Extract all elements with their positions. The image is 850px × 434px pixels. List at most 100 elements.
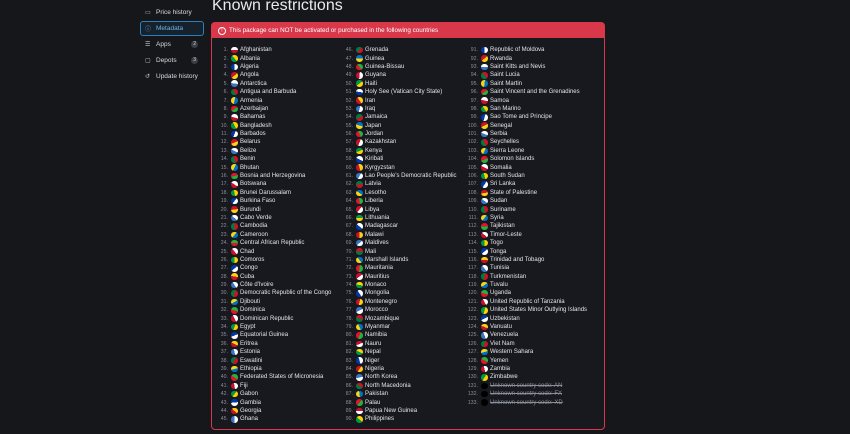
sidebar-item-price-history[interactable]: ▭ Price history <box>140 5 204 20</box>
flag-icon <box>481 399 488 406</box>
flag-icon <box>356 46 363 54</box>
country-name: Afghanistan <box>240 47 272 54</box>
country-name: State of Palestine <box>490 189 538 196</box>
flag-icon <box>356 122 363 129</box>
flag-icon <box>356 416 363 423</box>
flag-icon <box>356 63 363 71</box>
country-name: Burundi <box>240 206 261 213</box>
flag-icon <box>356 130 363 138</box>
country-list-item: 106. South Sudan <box>462 172 525 180</box>
item-number: 54. <box>345 114 353 121</box>
flag-icon <box>481 88 488 96</box>
item-number: 73. <box>345 273 353 280</box>
sidebar-item-update-history[interactable]: ↺ Update history <box>140 69 204 84</box>
flag-icon <box>231 348 238 356</box>
flag-icon <box>481 340 488 348</box>
country-name: Suriname <box>490 206 516 213</box>
country-name: Niger <box>365 357 380 364</box>
flag-icon <box>231 88 238 96</box>
item-number: 130. <box>467 374 478 381</box>
country-list-item: 61. Lao People's Democratic Republic <box>337 172 457 180</box>
flag-icon <box>356 197 363 205</box>
item-number: 21. <box>220 214 228 221</box>
country-list-item: 102. Seychelles <box>462 138 519 146</box>
country-list-item: 33. Dominican Republic <box>212 314 293 322</box>
item-number: 111. <box>468 214 478 221</box>
country-list-item: 132. Unknown country code: FX <box>462 390 562 398</box>
flag-icon <box>356 407 363 415</box>
item-number: 95. <box>470 80 478 87</box>
flag-icon <box>231 80 238 87</box>
flag-icon <box>481 290 488 297</box>
flag-icon <box>231 315 238 322</box>
item-number: 23. <box>220 231 228 238</box>
country-name: North Macedonia <box>365 382 411 389</box>
sidebar-item-label: Depots <box>156 57 177 64</box>
country-name: Georgia <box>240 407 262 414</box>
country-name: Somalia <box>490 164 512 171</box>
flag-icon <box>481 181 488 188</box>
item-number: 67. <box>345 223 353 230</box>
country-list-item: 46. Grenada <box>337 46 388 54</box>
flag-icon <box>356 172 363 180</box>
flag-icon <box>481 390 488 398</box>
country-list-item: 42. Gabon <box>212 390 258 398</box>
sidebar-item-metadata[interactable]: ⓘ Metadata <box>140 21 204 36</box>
country-name: Lesotho <box>365 189 387 196</box>
flag-icon <box>231 97 238 104</box>
flag-icon <box>231 105 238 113</box>
item-number: 28. <box>220 273 228 280</box>
flag-icon <box>481 197 488 205</box>
flag-icon <box>356 248 363 255</box>
item-number: 41. <box>220 382 228 389</box>
flag-icon <box>356 55 363 62</box>
country-name: Iran <box>365 97 376 104</box>
country-list-item: 126. Viet Nam <box>462 340 515 348</box>
country-list-item: 75. Mongolia <box>337 289 389 297</box>
item-number: 36. <box>220 340 228 347</box>
country-name: Democratic Republic of the Congo <box>240 290 332 297</box>
item-number: 99. <box>470 114 478 121</box>
country-list-item: 34. Egypt <box>212 323 255 331</box>
country-name: Senegal <box>490 122 513 129</box>
country-list-item: 62. Latvia <box>337 180 381 188</box>
country-name: Antigua and Barbuda <box>240 89 297 96</box>
country-name: Namibia <box>365 332 388 339</box>
country-name: Armenia <box>240 97 263 104</box>
flag-icon <box>481 206 488 213</box>
sidebar-item-apps[interactable]: ☰ Apps 2 <box>140 37 204 52</box>
country-list-item: 22. Cambodia <box>212 222 267 230</box>
country-name: Palau <box>365 399 381 406</box>
item-number: 101. <box>467 131 478 138</box>
sidebar-item-depots[interactable]: ▢ Depots 3 <box>140 53 204 68</box>
country-name: Sudan <box>490 198 508 205</box>
country-name: Monaco <box>365 282 387 289</box>
country-name: Central African Republic <box>240 240 305 247</box>
country-name: Montenegro <box>365 298 398 305</box>
country-list-item: 11. Barbados <box>212 130 266 138</box>
item-number: 29. <box>220 282 228 289</box>
country-list-item: 58. Kenya <box>337 147 382 155</box>
country-list-item: 104. Solomon Islands <box>462 155 534 163</box>
flag-icon <box>356 164 363 171</box>
country-name: Bhutan <box>240 164 260 171</box>
country-name: Grenada <box>365 47 389 54</box>
country-name: Comoros <box>240 256 265 263</box>
flag-icon <box>481 72 488 79</box>
country-name: Belize <box>240 147 257 154</box>
item-number: 132. <box>467 391 478 398</box>
sidebar-item-label: Apps <box>156 41 171 48</box>
item-number: 109. <box>467 198 478 205</box>
flag-icon <box>231 114 238 121</box>
flag-icon <box>356 315 363 322</box>
list-icon: ☰ <box>145 42 151 48</box>
country-name: Togo <box>490 240 504 247</box>
country-list-item: 19. Burkina Faso <box>212 197 275 205</box>
country-list-item: 103. Sierra Leone <box>462 147 524 155</box>
country-list-item: 96. Saint Vincent and the Grenadines <box>462 88 580 96</box>
country-name: Jamaica <box>365 114 388 121</box>
flag-icon <box>481 114 488 121</box>
country-name: Nigeria <box>365 366 385 372</box>
flag-icon <box>481 164 488 171</box>
flag-icon <box>356 97 363 104</box>
